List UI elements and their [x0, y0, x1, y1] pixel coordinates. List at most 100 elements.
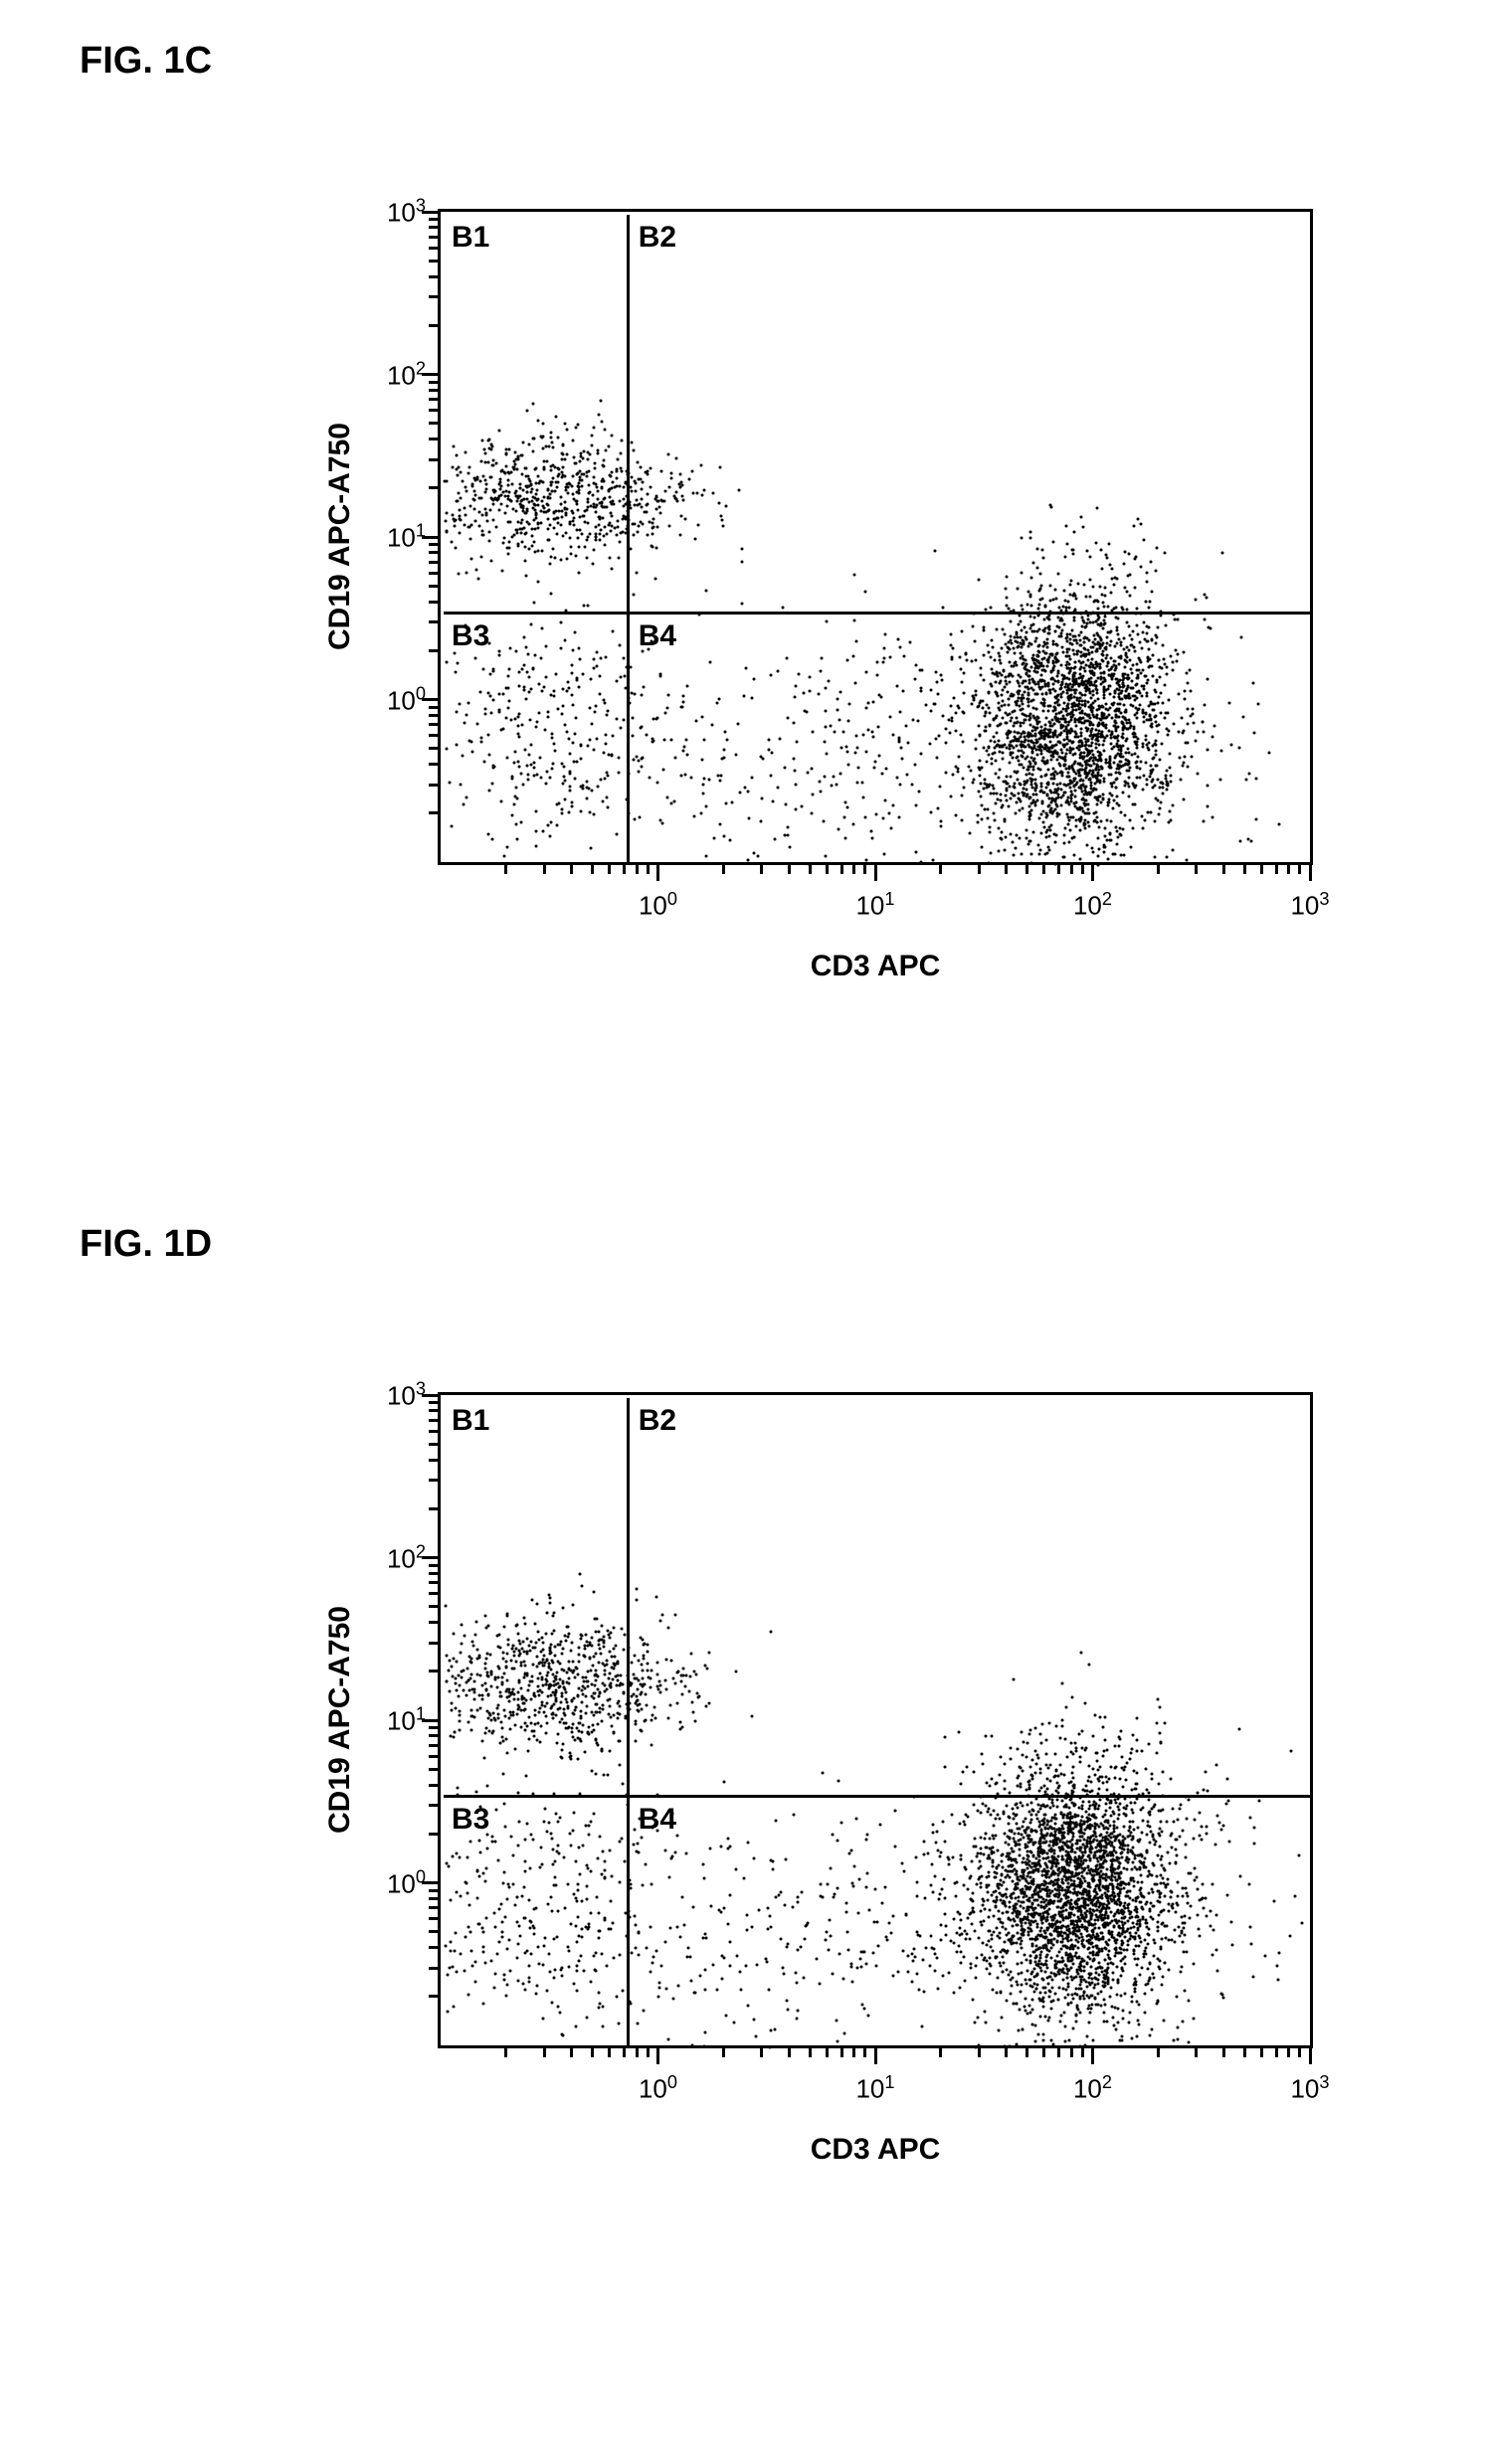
y-tick — [429, 1572, 438, 1575]
x-tick — [636, 865, 639, 874]
x-tick — [504, 2048, 507, 2057]
y-tick — [429, 1906, 438, 1909]
y-axis-label: CD19 APC-A750 — [323, 209, 357, 865]
x-tick — [788, 2048, 791, 2057]
x-tick — [1025, 2048, 1028, 2057]
y-tick — [429, 1419, 438, 1422]
x-tick — [978, 865, 981, 874]
x-tick — [1005, 2048, 1008, 2057]
y-tick — [429, 458, 438, 461]
x-tick — [863, 2048, 866, 2057]
x-tick — [1298, 865, 1301, 874]
x-tick-label: 100 — [639, 889, 677, 922]
y-tick — [429, 747, 438, 750]
x-tick — [722, 2048, 725, 2057]
x-tick — [543, 865, 546, 874]
x-tick — [623, 2048, 626, 2057]
y-tick — [429, 572, 438, 575]
y-tick — [429, 409, 438, 412]
x-tick — [874, 2048, 877, 2064]
x-tick-label: 103 — [1290, 2072, 1329, 2105]
y-tick — [429, 1889, 438, 1892]
x-tick — [1070, 2048, 1073, 2057]
x-tick — [504, 865, 507, 874]
y-tick — [429, 260, 438, 263]
y-tick — [429, 734, 438, 737]
y-tick — [429, 1430, 438, 1433]
quadrant-label-b1: B1 — [452, 221, 489, 255]
x-tick-label: 102 — [1073, 2072, 1112, 2105]
x-tick-label: 101 — [855, 2072, 894, 2105]
y-tick — [429, 218, 438, 221]
x-tick — [1260, 865, 1263, 874]
y-tick — [429, 381, 438, 384]
x-tick — [543, 2048, 546, 2057]
y-tick — [429, 1784, 438, 1787]
quadrant-label-b4: B4 — [639, 619, 676, 653]
x-tick — [852, 2048, 855, 2057]
x-tick — [608, 865, 611, 874]
x-tick — [1222, 865, 1225, 874]
x-tick — [1157, 2048, 1160, 2057]
x-tick — [1070, 865, 1073, 874]
plot-area: B1B2B3B4 — [438, 1392, 1313, 2048]
x-tick — [1243, 865, 1246, 874]
gate-vertical-line — [627, 1398, 630, 2048]
y-tick — [429, 1995, 438, 1998]
x-tick — [570, 865, 573, 874]
x-tick — [647, 2048, 650, 2057]
x-tick — [1005, 865, 1008, 874]
x-tick — [826, 2048, 829, 2057]
y-tick — [429, 1897, 438, 1900]
x-tick — [1025, 865, 1028, 874]
y-tick-label: 100 — [387, 683, 426, 716]
x-tick — [1195, 2048, 1198, 2057]
x-tick — [623, 865, 626, 874]
x-tick — [1057, 2048, 1060, 2057]
x-tick — [656, 865, 659, 881]
quadrant-label-b2: B2 — [639, 221, 676, 255]
plot-area: B1 B2 B3 B4 — [438, 209, 1313, 865]
y-tick — [429, 324, 438, 327]
quadrant-label-b1: B1 — [452, 1404, 489, 1438]
page-root: FIG. 1C FIG. 1D B1 B2 B3 B4 100 101 102 103 100 1… — [0, 0, 1490, 2464]
y-tick — [429, 763, 438, 766]
y-tick-label: 100 — [387, 1866, 426, 1899]
y-tick — [429, 422, 438, 425]
y-tick — [429, 1564, 438, 1567]
y-tick — [429, 1401, 438, 1404]
figure-1d-label: FIG. 1D — [80, 1223, 212, 1266]
y-tick — [429, 811, 438, 814]
x-tick — [1081, 2048, 1084, 2057]
x-tick-label: 100 — [639, 2072, 677, 2105]
figure-1c-label: FIG. 1C — [80, 40, 212, 83]
x-tick — [1091, 865, 1094, 881]
x-tick — [840, 2048, 843, 2057]
y-tick-label: 101 — [387, 521, 426, 554]
scatter-plot-1c: B1B2B3B4100101102103100101102103CD3 APCC… — [298, 179, 1393, 1074]
y-tick — [429, 226, 438, 229]
y-tick — [429, 295, 438, 298]
y-tick — [429, 438, 438, 440]
gate-horizontal-line — [444, 612, 1313, 615]
y-tick — [429, 1507, 438, 1510]
x-tick — [608, 2048, 611, 2057]
quadrant-label-b3: B3 — [452, 619, 489, 653]
y-tick — [429, 1621, 438, 1624]
x-axis-label: CD3 APC — [438, 2133, 1313, 2167]
x-tick — [1042, 2048, 1045, 2057]
x-tick — [852, 865, 855, 874]
y-tick — [429, 1967, 438, 1970]
y-tick — [429, 561, 438, 564]
y-tick-label: 101 — [387, 1704, 426, 1737]
x-tick — [1287, 865, 1290, 874]
x-tick — [1275, 2048, 1278, 2057]
y-tick — [429, 1726, 438, 1729]
x-tick — [1260, 2048, 1263, 2057]
y-tick — [429, 601, 438, 604]
x-tick — [722, 865, 725, 874]
x-tick — [591, 865, 594, 874]
y-tick — [429, 247, 438, 250]
y-tick — [429, 706, 438, 709]
y-tick — [429, 1946, 438, 1949]
